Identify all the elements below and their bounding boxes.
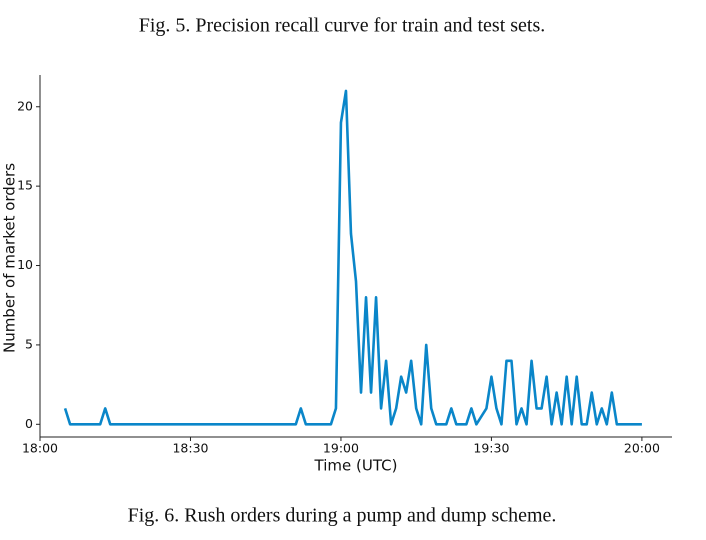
y-tick-label: 20	[17, 98, 33, 113]
y-tick-label: 5	[25, 336, 33, 351]
y-axis-label: Number of market orders	[1, 163, 19, 353]
x-tick-label: 18:30	[172, 441, 208, 456]
x-tick-label: 19:00	[323, 441, 359, 456]
x-tick-label: 20:00	[624, 441, 660, 456]
x-tick-label: 19:30	[473, 441, 509, 456]
y-tick-label: 10	[17, 257, 33, 272]
figure-caption: Fig. 6. Rush orders during a pump and du…	[128, 505, 557, 527]
x-tick-label: 18:00	[22, 441, 58, 456]
y-tick-label: 0	[25, 416, 33, 431]
x-axis-label: Time (UTC)	[314, 457, 398, 475]
data-line	[63, 89, 642, 426]
caption-above: Fig. 5. Precision recall curve for train…	[139, 15, 546, 37]
y-tick-label: 15	[17, 178, 33, 193]
